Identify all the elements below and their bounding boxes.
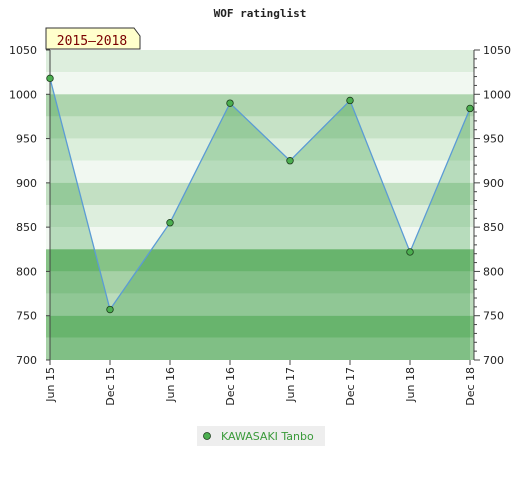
- y-tick-label-right: 950: [483, 133, 504, 146]
- data-point: [46, 74, 54, 83]
- series-line: [49, 78, 471, 312]
- x-tick-label: Jun 17: [284, 367, 297, 403]
- y-tick-label-left: 950: [16, 133, 37, 146]
- series-line-layer: [49, 78, 471, 312]
- y-tick-label-right: 900: [483, 177, 504, 190]
- x-tick-label: Jun 18: [404, 367, 417, 403]
- y-tick-label-right: 1050: [483, 44, 511, 57]
- period-label-box: 2015–2018: [45, 27, 141, 50]
- data-point: [406, 248, 414, 256]
- background-band: [46, 160, 474, 183]
- series-area: [50, 78, 470, 360]
- y-tick-label-right: 700: [483, 354, 504, 367]
- x-tick-label: Dec 16: [224, 367, 237, 406]
- legend-marker: [203, 432, 211, 440]
- y-tick-label-left: 750: [16, 310, 37, 323]
- y-tick-label-left: 900: [16, 177, 37, 190]
- background-band: [46, 271, 474, 294]
- x-tick-label: Dec 18: [464, 367, 477, 406]
- x-tick-label: Jun 16: [164, 367, 177, 403]
- background-band: [46, 50, 474, 73]
- legend-series-name: KAWASAKI Tanbo: [221, 430, 314, 443]
- y-tick-label-left: 1000: [9, 88, 37, 101]
- axis-layer: 700 700 750 750 800 800 850 850 900 900 950 950 1000…: [9, 44, 511, 406]
- data-point: [166, 219, 174, 227]
- x-tick-label: Dec 17: [344, 367, 357, 406]
- background-band: [46, 337, 474, 360]
- background-band: [46, 293, 474, 316]
- y-tick-label-right: 850: [483, 221, 504, 234]
- background-bands: [46, 50, 474, 360]
- background-band: [46, 116, 474, 139]
- data-point-layer: [46, 74, 474, 314]
- background-band: [46, 205, 474, 228]
- y-tick-label-left: 850: [16, 221, 37, 234]
- y-tick-label-right: 1000: [483, 88, 511, 101]
- x-tick-label: Jun 15: [44, 367, 57, 403]
- data-point: [106, 305, 114, 314]
- area-fill-layer: [50, 78, 470, 360]
- background-band: [46, 72, 474, 95]
- y-tick-label-right: 750: [483, 310, 504, 323]
- period-label: 2015–2018: [57, 34, 127, 49]
- x-tick-label: Dec 15: [104, 367, 117, 406]
- chart-title: WOF ratinglist: [214, 7, 307, 20]
- y-tick-label-left: 1050: [9, 44, 37, 57]
- y-tick-label-left: 800: [16, 265, 37, 278]
- background-band: [46, 182, 474, 205]
- y-tick-label-left: 700: [16, 354, 37, 367]
- data-point: [226, 99, 234, 107]
- background-band: [46, 249, 474, 272]
- background-band: [46, 94, 474, 117]
- background-band: [46, 227, 474, 250]
- data-point: [466, 104, 474, 113]
- background-band: [46, 315, 474, 338]
- y-tick-label-right: 800: [483, 265, 504, 278]
- data-point: [346, 96, 354, 105]
- legend: KAWASAKI Tanbo: [197, 426, 325, 446]
- data-point: [286, 157, 294, 165]
